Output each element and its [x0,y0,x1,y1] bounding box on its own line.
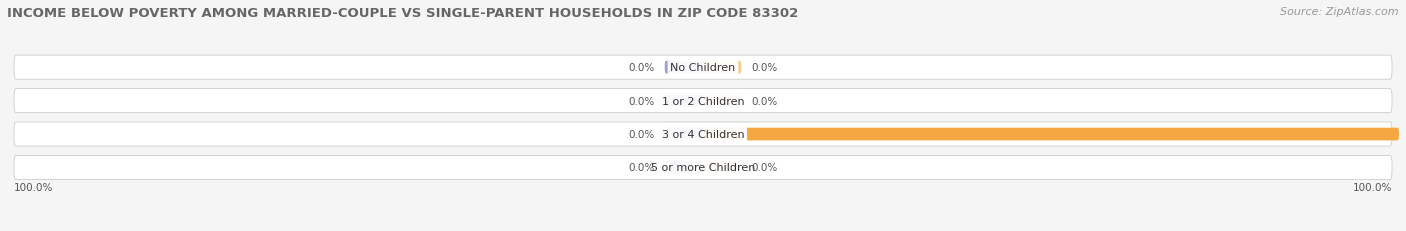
Text: 0.0%: 0.0% [628,63,654,73]
FancyBboxPatch shape [665,95,703,107]
FancyBboxPatch shape [665,128,703,141]
Text: Source: ZipAtlas.com: Source: ZipAtlas.com [1281,7,1399,17]
Text: 5 or more Children: 5 or more Children [651,163,755,173]
FancyBboxPatch shape [703,128,1399,141]
Text: 0.0%: 0.0% [752,63,778,73]
FancyBboxPatch shape [14,122,1392,146]
FancyBboxPatch shape [14,89,1392,113]
Text: 0.0%: 0.0% [628,130,654,140]
Text: 1 or 2 Children: 1 or 2 Children [662,96,744,106]
FancyBboxPatch shape [703,61,741,74]
Text: 0.0%: 0.0% [628,96,654,106]
Text: 0.0%: 0.0% [752,163,778,173]
Text: 0.0%: 0.0% [628,163,654,173]
FancyBboxPatch shape [703,161,741,174]
FancyBboxPatch shape [14,156,1392,180]
Text: 3 or 4 Children: 3 or 4 Children [662,130,744,140]
Text: No Children: No Children [671,63,735,73]
FancyBboxPatch shape [665,61,703,74]
Text: 100.0%: 100.0% [14,182,53,192]
FancyBboxPatch shape [14,56,1392,80]
FancyBboxPatch shape [703,95,741,107]
Text: INCOME BELOW POVERTY AMONG MARRIED-COUPLE VS SINGLE-PARENT HOUSEHOLDS IN ZIP COD: INCOME BELOW POVERTY AMONG MARRIED-COUPL… [7,7,799,20]
FancyBboxPatch shape [665,161,703,174]
Text: 100.0%: 100.0% [1353,182,1392,192]
Text: 0.0%: 0.0% [752,96,778,106]
